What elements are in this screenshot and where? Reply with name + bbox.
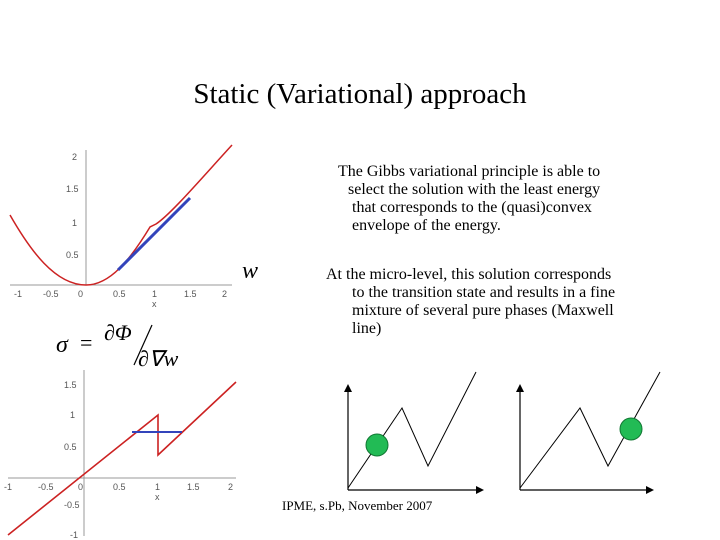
tick-label: -1 [4,482,12,492]
micro-level-text: At the micro-level, this solution corres… [326,266,615,338]
ball-icon [365,433,389,457]
footer-text: IPME, s.Pb, November 2007 [282,498,433,513]
stress-plot: -1 -0.5 0 0.5 1 1.5 2 x -1 -0.5 0.5 1 1.… [4,370,237,540]
arrow-right-icon [646,486,654,494]
tick-label: 1 [72,218,77,228]
convex-envelope-line [116,196,192,272]
tick-label: -0.5 [38,482,54,492]
ball-icon [619,417,643,441]
tick-label: 0 [78,289,83,299]
stress-curve [7,381,237,536]
tick-label: 1 [155,482,160,492]
tick-label: -1 [70,530,78,540]
equals-sign: = [80,330,92,355]
tick-label: 0 [78,482,83,492]
potential-curve [347,371,477,489]
tick-label: 2 [228,482,233,492]
text-line: The Gibbs variational principle is able … [338,163,601,180]
tick-label: -0.5 [43,289,59,299]
tick-label: 1 [70,410,75,420]
fraction-slash [133,324,153,366]
potential-diagram-left [344,371,484,494]
sigma-symbol: σ [56,332,69,358]
x-axis-label: x [152,299,157,309]
text-line: line) [352,320,382,337]
tick-label: 1.5 [66,184,79,194]
potential-diagram-right [516,371,661,494]
x-tick-labels: -1 -0.5 0 0.5 1 1.5 2 x [14,289,227,309]
y-tick-labels: 0.5 1 1.5 2 [66,152,79,260]
tick-label: 1.5 [184,289,197,299]
tick-label: 2 [72,152,77,162]
slide-title: Static (Variational) approach [193,78,527,110]
x-axis-label: x [155,492,160,502]
tick-label: 0.5 [113,289,126,299]
y-tick-labels: -1 -0.5 0.5 1 1.5 [64,380,80,540]
text-line: mixture of several pure phases (Maxwell [352,302,614,319]
text-line: At the micro-level, this solution corres… [326,266,612,283]
text-line: to the transition state and results in a… [352,284,616,301]
tick-label: -1 [14,289,22,299]
tick-label: -0.5 [64,500,80,510]
tick-label: 2 [222,289,227,299]
tick-label: 0.5 [113,482,126,492]
text-line: select the solution with the least energ… [348,181,601,198]
tick-label: 1.5 [64,380,77,390]
text-line: envelope of the energy. [352,217,501,234]
energy-curve [9,144,233,286]
w-label: w [242,258,258,284]
stress-formula: σ = ∂Φ ∂∇w [56,320,179,371]
tick-label: 0.5 [66,250,79,260]
formula-denominator: ∂∇w [138,346,179,371]
arrow-up-icon [516,384,524,392]
text-line: that corresponds to the (quasi)convex [352,199,592,216]
tick-label: 1.5 [187,482,200,492]
arrow-right-icon [476,486,484,494]
x-tick-labels: -1 -0.5 0 0.5 1 1.5 2 x [4,482,233,502]
tick-label: 1 [152,289,157,299]
gibbs-principle-text: The Gibbs variational principle is able … [338,163,600,235]
arrow-up-icon [344,384,352,392]
tick-label: 0.5 [64,442,77,452]
formula-numerator: ∂Φ [104,320,132,345]
energy-plot: -1 -0.5 0 0.5 1 1.5 2 x 0.5 1 1.5 2 w [9,144,258,309]
